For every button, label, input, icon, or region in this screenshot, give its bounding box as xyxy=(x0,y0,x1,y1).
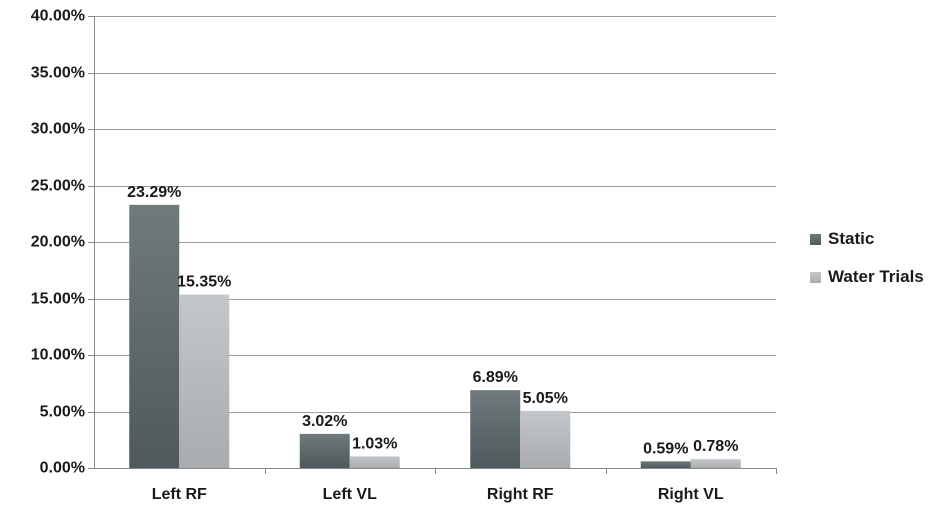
data-label-static: 6.89% xyxy=(473,369,518,386)
x-tick-label: Left VL xyxy=(323,486,377,503)
bar-static xyxy=(299,433,350,468)
data-label-water-trials: 0.78% xyxy=(693,438,738,455)
y-tick-label: 40.00% xyxy=(31,8,85,25)
y-tick-label: 35.00% xyxy=(31,65,85,82)
bar-static xyxy=(640,461,691,468)
data-label-static: 3.02% xyxy=(302,413,347,430)
data-labels: 23.29% 15.35% 3.02% 1.03% 6.89% 5.05% 0.59% 0.7… xyxy=(127,184,738,458)
data-label-water-trials: 15.35% xyxy=(177,274,231,291)
data-label-water-trials: 5.05% xyxy=(523,390,568,407)
legend-label-static: Static xyxy=(828,229,875,248)
y-tick-label: 0.00% xyxy=(40,460,85,477)
bar-water-trials xyxy=(349,456,400,468)
data-label-static: 23.29% xyxy=(127,184,181,201)
data-label-water-trials: 1.03% xyxy=(352,435,397,452)
bar-static xyxy=(129,204,180,468)
bar-water-trials xyxy=(520,410,571,468)
y-tick-label: 15.00% xyxy=(31,291,85,308)
x-tick-label: Left RF xyxy=(152,486,207,503)
bar-static xyxy=(470,390,521,468)
legend-label-water-trials: Water Trials xyxy=(828,267,924,286)
legend-item-static: Static xyxy=(810,228,924,250)
data-label-static: 0.59% xyxy=(643,440,688,457)
y-tick-label: 30.00% xyxy=(31,121,85,138)
bar-water-trials xyxy=(179,294,230,468)
x-tick-label: Right RF xyxy=(487,486,554,503)
y-tick-label: 10.00% xyxy=(31,347,85,364)
y-axis-tick-labels: 0.00% 5.00% 10.00% 15.00% 20.00% 25.00% 30.00%… xyxy=(31,8,85,477)
bar-water-trials xyxy=(690,459,741,468)
y-tick-label: 25.00% xyxy=(31,178,85,195)
legend-swatch-static xyxy=(810,233,821,245)
x-tick-label: Right VL xyxy=(658,486,724,503)
bars xyxy=(129,204,741,468)
x-axis-tick-labels: Left RF Left VL Right RF Right VL xyxy=(152,486,724,503)
legend-swatch-water-trials xyxy=(810,271,821,283)
y-tick-label: 20.00% xyxy=(31,234,85,251)
legend: Static Water Trials xyxy=(810,228,924,304)
axes xyxy=(88,16,777,474)
y-tick-label: 5.00% xyxy=(40,404,85,421)
legend-item-water-trials: Water Trials xyxy=(810,266,924,288)
